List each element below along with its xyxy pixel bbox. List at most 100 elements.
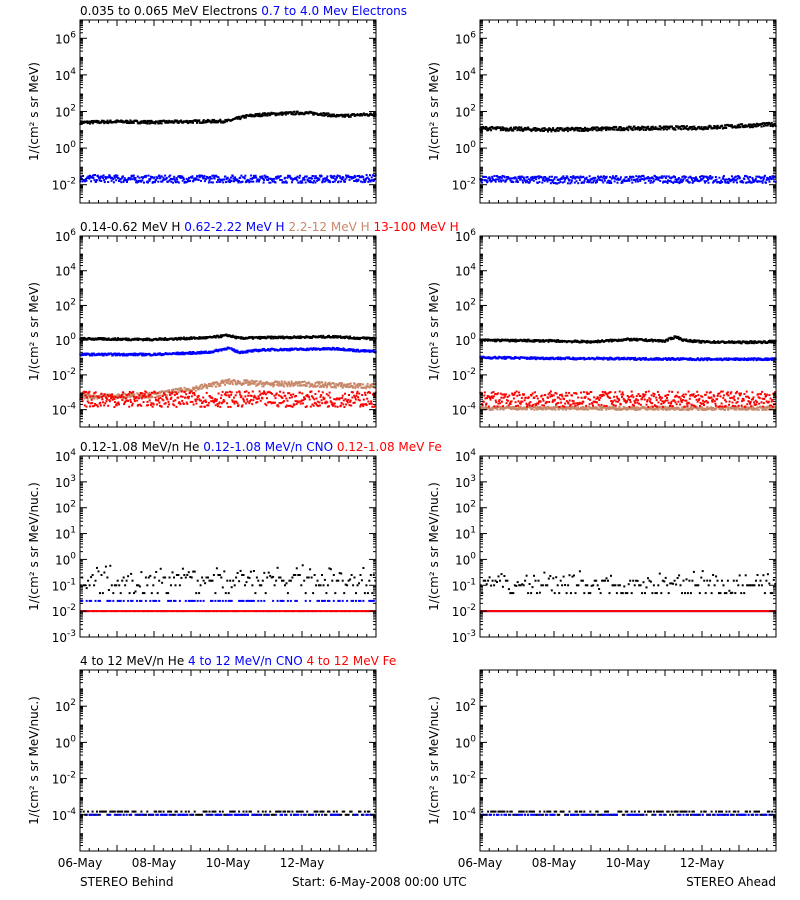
data-point xyxy=(182,176,185,179)
data-point xyxy=(486,338,489,341)
data-point xyxy=(595,179,598,182)
data-point xyxy=(148,394,151,397)
data-point xyxy=(680,178,683,181)
data-point xyxy=(189,337,192,340)
data-point xyxy=(504,129,507,132)
data-point xyxy=(494,338,497,341)
data-point xyxy=(574,177,577,180)
data-point xyxy=(714,179,717,182)
data-point xyxy=(596,129,599,132)
data-point xyxy=(270,111,273,114)
data-point xyxy=(667,125,670,128)
data-point xyxy=(576,175,579,178)
data-point xyxy=(164,390,167,393)
data-point xyxy=(353,350,356,353)
data-point xyxy=(321,181,324,184)
data-point xyxy=(214,398,217,401)
data-point xyxy=(260,114,263,116)
data-point xyxy=(771,125,774,128)
data-point xyxy=(183,386,186,389)
series-row2-ahead-0 xyxy=(479,335,777,345)
data-point xyxy=(679,180,682,183)
data-point xyxy=(685,127,688,130)
data-point xyxy=(217,120,219,123)
data-point xyxy=(346,383,349,386)
data-point xyxy=(146,400,149,403)
data-point xyxy=(104,176,107,178)
data-point xyxy=(332,181,334,183)
data-point xyxy=(246,379,249,382)
data-point xyxy=(272,381,275,384)
data-point xyxy=(83,353,86,356)
data-point xyxy=(237,181,240,184)
data-point xyxy=(364,179,367,182)
data-point xyxy=(274,112,276,115)
data-point xyxy=(85,391,87,393)
data-point xyxy=(231,383,234,386)
data-point xyxy=(297,335,300,338)
data-point xyxy=(748,181,750,184)
data-point xyxy=(773,122,776,125)
data-point xyxy=(516,181,519,183)
data-point xyxy=(115,119,118,122)
data-point xyxy=(651,181,654,184)
data-point xyxy=(91,174,94,177)
data-point xyxy=(640,125,643,128)
data-point xyxy=(123,403,126,406)
data-point xyxy=(350,176,353,178)
data-point xyxy=(340,180,342,183)
data-point xyxy=(126,181,128,183)
data-point xyxy=(586,181,589,184)
data-point xyxy=(281,397,284,399)
data-point xyxy=(542,127,545,130)
data-point xyxy=(205,178,208,181)
data-point xyxy=(510,126,512,129)
data-point xyxy=(621,181,624,184)
data-point xyxy=(148,179,151,182)
data-point xyxy=(694,177,697,180)
data-point xyxy=(337,383,340,386)
data-point xyxy=(182,403,185,405)
data-point xyxy=(333,382,336,385)
data-point xyxy=(239,393,242,396)
data-point xyxy=(185,119,188,122)
data-point xyxy=(342,403,345,406)
data-point xyxy=(330,401,333,404)
data-point xyxy=(704,127,707,130)
data-point xyxy=(738,176,741,178)
data-point xyxy=(244,380,247,383)
data-point xyxy=(160,119,163,122)
data-point xyxy=(124,354,127,357)
data-point xyxy=(324,381,327,384)
data-point xyxy=(206,120,209,123)
data-point xyxy=(185,393,188,396)
data-point xyxy=(240,336,243,339)
data-point xyxy=(277,336,280,339)
data-point xyxy=(210,383,213,385)
data-point xyxy=(723,126,726,129)
data-point xyxy=(666,180,668,183)
data-point xyxy=(90,402,93,405)
data-point xyxy=(144,339,147,341)
data-point xyxy=(259,337,262,340)
data-point xyxy=(762,177,765,180)
data-point xyxy=(184,396,187,399)
data-point xyxy=(522,181,524,184)
data-point xyxy=(179,338,182,341)
data-point xyxy=(244,174,247,177)
data-point xyxy=(591,129,594,132)
data-point xyxy=(351,396,354,399)
data-point xyxy=(544,176,547,178)
data-point xyxy=(153,352,156,355)
data-point xyxy=(268,181,271,184)
data-point xyxy=(309,383,312,386)
data-point xyxy=(676,178,679,181)
data-point xyxy=(250,113,253,116)
data-point xyxy=(368,179,371,182)
data-point xyxy=(545,178,548,181)
data-point xyxy=(102,177,105,180)
data-point xyxy=(88,120,91,123)
data-point xyxy=(303,380,306,383)
y-tick-label: 100 xyxy=(55,332,76,348)
data-point xyxy=(542,177,545,180)
